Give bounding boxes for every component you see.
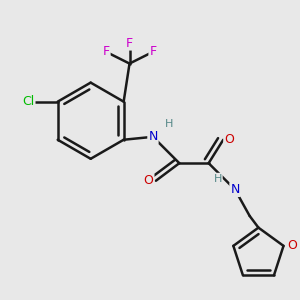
Text: N: N xyxy=(230,183,240,196)
Text: O: O xyxy=(224,133,234,146)
Text: H: H xyxy=(165,119,173,130)
Text: Cl: Cl xyxy=(22,95,34,108)
Text: F: F xyxy=(103,45,110,58)
Text: F: F xyxy=(149,45,157,58)
Text: H: H xyxy=(213,174,222,184)
Text: N: N xyxy=(148,130,158,143)
Text: O: O xyxy=(144,174,154,187)
Text: O: O xyxy=(287,239,297,252)
Text: F: F xyxy=(126,37,133,50)
